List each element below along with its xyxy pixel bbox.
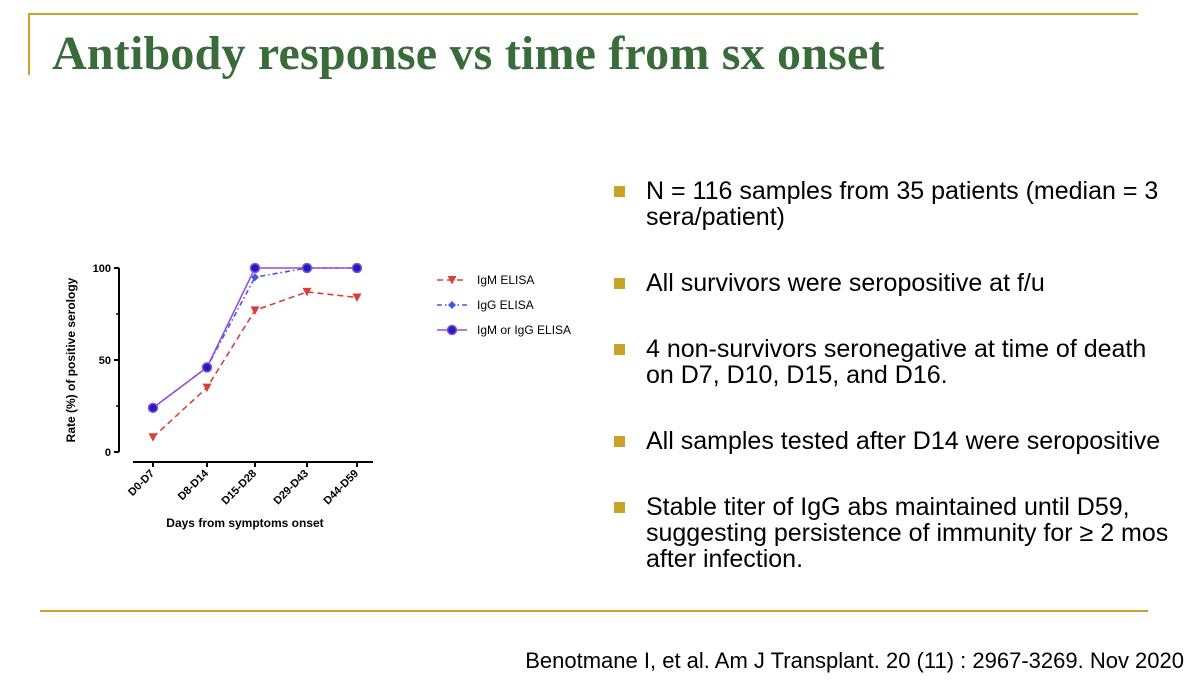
bullet-item: 4 non-survivors seronegative at time of … — [614, 336, 1174, 388]
y-tick-label: 100 — [93, 263, 111, 275]
data-point-marker — [351, 262, 363, 274]
data-point-marker — [250, 306, 260, 315]
legend-label: IgG ELISA — [477, 298, 534, 312]
series-line — [152, 267, 357, 409]
bottom-rule — [40, 610, 1148, 612]
bullet-marker — [614, 344, 625, 355]
data-point-marker — [447, 276, 457, 285]
bullet-text: All samples tested after D14 were seropo… — [646, 427, 1161, 455]
bullet-list: N = 116 samples from 35 patients (median… — [614, 178, 1174, 612]
left-rule — [28, 13, 30, 75]
bullet-marker — [614, 278, 625, 289]
data-point-marker — [249, 262, 261, 274]
data-point-marker — [302, 287, 312, 297]
data-point-marker — [148, 433, 158, 442]
bullet-marker — [614, 436, 625, 447]
x-tick-label: D0-D7 — [126, 468, 157, 499]
data-point-marker — [251, 273, 259, 282]
x-tick-label: D15-D28 — [220, 468, 260, 508]
x-tick-label: D8-D14 — [176, 467, 212, 503]
citation: Benotmane I, et al. Am J Transplant. 20 … — [525, 648, 1184, 673]
series-line — [152, 267, 357, 409]
legend-label: IgM ELISA — [477, 273, 534, 287]
bullet-text: All survivors were seropositive at f/u — [646, 269, 1045, 297]
bullet-marker — [614, 186, 625, 197]
data-point-marker — [202, 383, 212, 393]
x-axis-title: Days from symptoms onset — [166, 516, 323, 530]
data-point-marker — [301, 262, 313, 274]
slide-title: Antibody response vs time from sx onset — [52, 27, 885, 80]
bullet-item: N = 116 samples from 35 patients (median… — [614, 178, 1174, 230]
bullet-item: All survivors were seropositive at f/u — [614, 270, 1174, 296]
bullet-text: 4 non-survivors seronegative at time of … — [646, 335, 1147, 389]
legend-label: IgM or IgG ELISA — [477, 323, 571, 337]
y-tick-label: 50 — [99, 355, 111, 367]
data-point-marker — [446, 324, 458, 336]
data-point-marker — [352, 293, 362, 302]
x-tick-label: D29-D43 — [272, 468, 312, 508]
top-rule — [28, 13, 1138, 15]
data-point-marker — [147, 402, 159, 414]
bullet-text: Stable titer of IgG abs maintained until… — [646, 493, 1169, 573]
bullet-text: N = 116 samples from 35 patients (median… — [646, 177, 1159, 231]
data-point-marker — [201, 362, 213, 373]
data-point-marker — [448, 301, 456, 309]
bullet-marker — [614, 502, 625, 513]
y-axis-title: Rate (%) of positive serology — [64, 277, 78, 442]
bullet-item: Stable titer of IgG abs maintained until… — [614, 494, 1174, 572]
antibody-line-chart: 0 50 100 D0-D7 D8-D14 D15-D28 D29-D43 D44-D59 Da… — [64, 262, 571, 530]
y-tick-label: 0 — [105, 447, 111, 459]
x-tick-label: D44-D59 — [322, 468, 362, 508]
bullet-item: All samples tested after D14 were seropo… — [614, 428, 1174, 454]
